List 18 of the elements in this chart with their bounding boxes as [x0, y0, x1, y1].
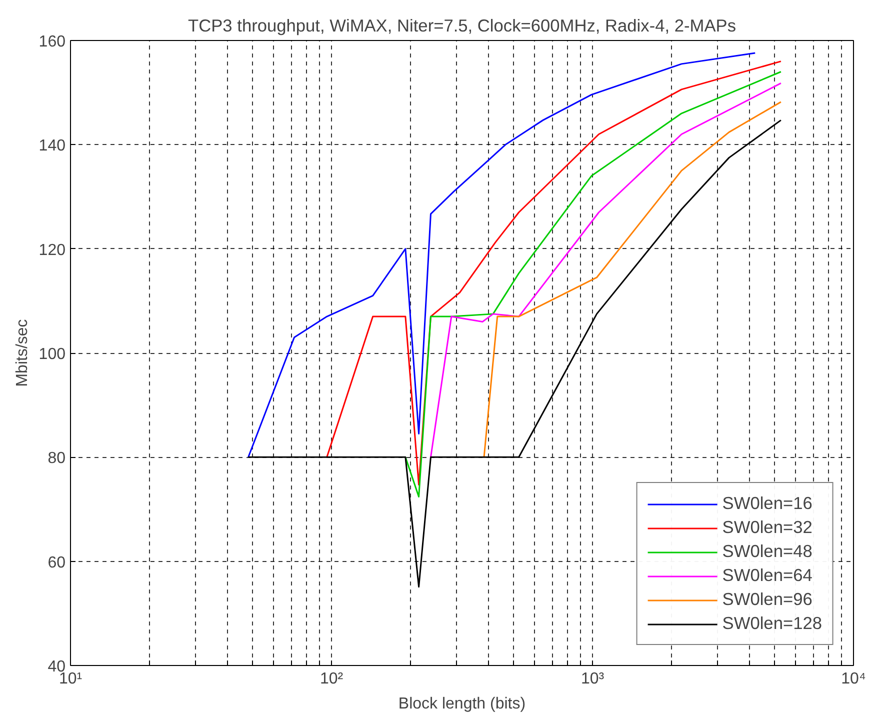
y-tick-label: 80: [48, 450, 66, 468]
chart-title: TCP3 throughput, WiMAX, Niter=7.5, Clock=600MHz, Radix-4, 2-MAPs: [188, 16, 736, 36]
x-axis-title: Block length (bits): [398, 696, 526, 712]
legend-label: SW0len=32: [722, 517, 812, 538]
legend-label: SW0len=48: [722, 541, 812, 562]
y-axis-title: Mbits/sec: [14, 319, 31, 387]
legend-label: SW0len=16: [722, 493, 812, 514]
y-tick-label: 160: [38, 34, 66, 50]
x-tick-label: 10²: [320, 670, 344, 688]
y-tick-label: 140: [38, 138, 66, 155]
y-tick-label: 60: [48, 554, 66, 572]
x-tick-label: 10⁴: [841, 670, 866, 688]
y-tick-label: 100: [38, 346, 66, 363]
legend-label: SW0len=64: [722, 565, 812, 586]
legend-label: SW0len=128: [722, 613, 822, 634]
legend-label: SW0len=96: [722, 589, 812, 610]
x-tick-label: 10³: [580, 670, 605, 688]
y-tick-label: 120: [38, 242, 66, 259]
